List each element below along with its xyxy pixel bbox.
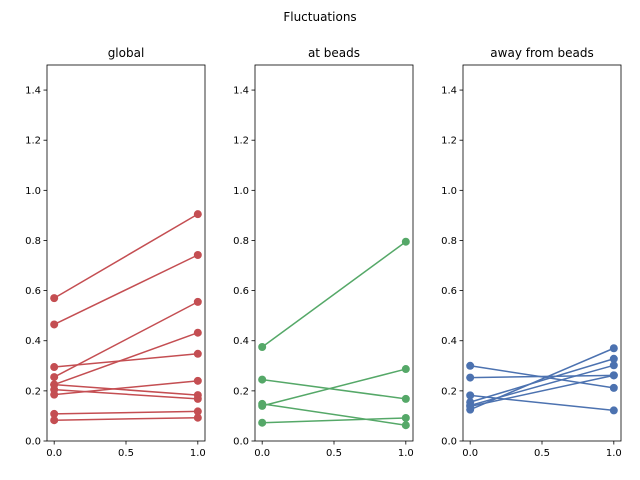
series-line-3 [262,403,406,426]
series-0-point-0 [258,343,267,351]
y-tick-label: 1.0 [25,186,41,197]
series-3-point-0 [258,399,267,408]
series-0-point-1 [193,210,202,219]
y-tick-label: 1.2 [25,136,41,147]
series-line-1 [470,374,614,379]
series-line-5 [470,374,614,408]
y-tick-label: 0.4 [25,336,41,347]
series-5-point-1 [193,376,202,385]
series-2-point-0 [466,391,475,400]
y-tick-label: 0.8 [233,236,249,247]
panel-title: at beads [308,46,360,60]
series-line-3 [469,358,615,403]
y-tick-label: 0.8 [25,236,41,247]
panel-title: away from beads [490,46,593,60]
series-5-point-1 [609,371,618,380]
y-tick-label: 0.0 [441,437,457,448]
y-tick-label: 0.6 [25,286,41,297]
x-tick-label: 0.0 [254,448,270,459]
y-tick-label: 0.6 [441,286,457,297]
series-4-point-1 [609,361,618,370]
series-4-point-0 [50,363,59,372]
x-tick-label: 0.0 [462,448,478,459]
figure-suptitle: Fluctuations [283,10,356,24]
x-tick-label: 1.0 [190,448,206,459]
series-1-point-1 [401,394,410,403]
series-1-point-0 [50,320,59,329]
series-line-1 [53,254,199,326]
series-line-6 [469,347,615,411]
series-line-3 [53,332,199,386]
series-line-5 [54,380,198,396]
series-2-point-1 [193,297,202,306]
series-2-point-1 [609,406,618,415]
series-1-point-0 [258,375,267,384]
y-tick-label: 0.6 [233,286,249,297]
y-tick-label: 1.2 [233,136,249,147]
x-tick-label: 0.5 [118,448,134,459]
x-tick-label: 1.0 [606,448,622,459]
panel-title: global [108,46,145,60]
series-8-point-0 [50,409,59,418]
series-line-4 [54,353,198,368]
series-line-9 [54,416,198,421]
series-line-7 [54,388,198,400]
y-tick-label: 1.4 [441,86,457,97]
series-line-1 [262,378,406,400]
series-line-0 [261,241,407,348]
series-4-point-1 [193,349,202,358]
series-line-0 [53,213,199,299]
series-9-point-0 [50,416,59,425]
series-line-2 [261,368,407,407]
x-tick-label: 1.0 [398,448,414,459]
series-4-point-0 [258,418,267,427]
series-2-point-0 [50,373,59,382]
panel-global: global 0.0 0.5 1.0 0.0 0.2 0.4 0.6 0.8 1.0 1.2 1.4 [25,46,206,459]
series-8-point-1 [193,407,202,416]
y-tick-label: 0.4 [441,336,457,347]
series-2-point-1 [401,365,410,374]
series-4-point-1 [401,413,410,422]
series-line-8 [54,410,198,415]
series-6-point-0 [466,405,475,414]
series-9-point-1 [193,413,202,422]
series-7-point-0 [50,385,59,394]
series-7-point-1 [193,394,202,403]
series-1-point-1 [193,251,202,260]
y-tick-label: 1.4 [25,86,41,97]
y-tick-label: 0.0 [25,437,41,448]
y-tick-label: 0.2 [441,386,457,397]
y-tick-label: 0.0 [233,437,249,448]
series-0-point-1 [609,383,618,392]
x-tick-label: 0.5 [326,448,342,459]
x-tick-label: 0.0 [46,448,62,459]
y-tick-label: 1.4 [233,86,249,97]
series-6-point-1 [609,344,618,353]
series-line-4 [262,417,406,424]
y-tick-label: 1.0 [233,186,249,197]
y-tick-label: 0.4 [233,336,249,347]
series-line-2 [470,394,614,412]
panel-at-beads: at beads 0.0 0.5 1.0 0.0 0.2 0.4 0.6 0.8 1.0 1.2 1.… [233,46,414,459]
series-1-point-0 [466,373,475,382]
y-tick-label: 0.2 [233,386,249,397]
series-0-point-0 [466,361,475,370]
series-3-point-1 [401,421,410,430]
y-tick-label: 1.2 [441,136,457,147]
y-tick-label: 0.2 [25,386,41,397]
series-3-point-1 [193,328,202,337]
x-tick-label: 0.5 [534,448,550,459]
y-tick-label: 0.8 [441,236,457,247]
y-tick-label: 1.0 [441,186,457,197]
series-0-point-0 [50,294,59,303]
panel-away-from-beads: away from beads 0.0 0.5 1.0 0.0 0.2 0.4 0.6 0.8 1… [441,46,622,459]
series-3-point-1 [609,354,618,363]
series-line-6 [54,383,198,396]
series-0-point-1 [401,237,410,246]
